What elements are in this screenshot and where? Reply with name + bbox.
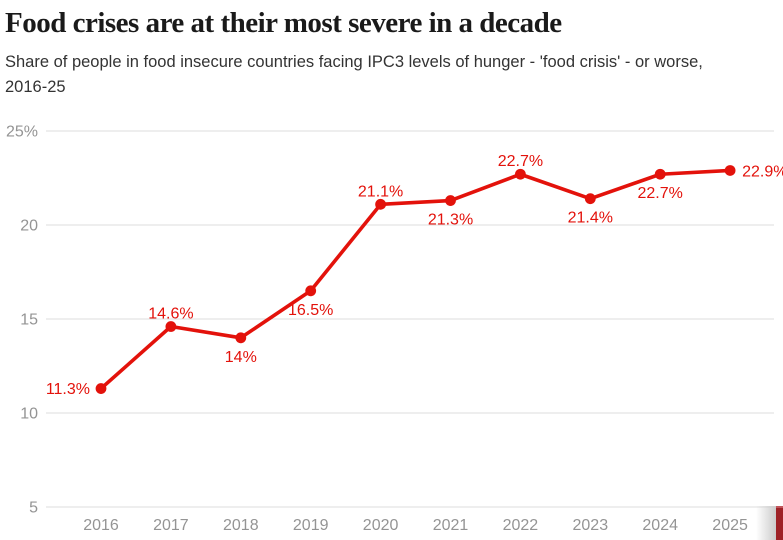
x-axis-tick-label: 2020 bbox=[363, 517, 399, 534]
x-axis-tick-label: 2019 bbox=[293, 517, 329, 534]
series-line bbox=[99, 168, 732, 391]
data-point bbox=[375, 198, 386, 210]
x-axis-tick-label: 2021 bbox=[433, 517, 469, 534]
x-axis-tick-label: 2024 bbox=[642, 517, 678, 534]
data-point-label: 21.4% bbox=[568, 210, 613, 227]
data-point bbox=[305, 285, 317, 297]
chart-title: Food crises are at their most severe in … bbox=[5, 7, 562, 39]
data-point-label: 21.3% bbox=[428, 212, 473, 229]
data-point bbox=[724, 165, 736, 176]
data-point bbox=[445, 195, 456, 206]
x-axis-tick-label: 2023 bbox=[573, 517, 609, 534]
data-point bbox=[654, 168, 666, 180]
page-edge-element-fragment bbox=[776, 506, 783, 540]
x-axis-tick-label: 2025 bbox=[712, 517, 748, 534]
y-axis-tick-label: 15 bbox=[20, 312, 38, 329]
chart-subtitle: Share of people in food insecure countri… bbox=[5, 53, 703, 96]
page-edge-shadow bbox=[756, 506, 776, 540]
data-point-label: 14% bbox=[225, 349, 257, 366]
y-axis-tick-label: 5 bbox=[29, 500, 38, 517]
data-point bbox=[235, 332, 247, 344]
x-axis-tick-label: 2016 bbox=[83, 517, 119, 534]
y-axis-tick-label: 10 bbox=[20, 406, 38, 423]
data-point-label: 14.6% bbox=[148, 306, 193, 323]
data-point-label: 11.3% bbox=[46, 381, 90, 398]
data-point-label: 21.1% bbox=[358, 183, 403, 200]
chart-header: Food crises are at their most severe in … bbox=[0, 0, 765, 100]
x-axis-tick-label: 2017 bbox=[153, 517, 189, 534]
data-point bbox=[165, 321, 177, 332]
data-point bbox=[515, 168, 526, 180]
data-point-label: 22.9% bbox=[742, 163, 783, 180]
data-point bbox=[584, 193, 596, 205]
y-axis-tick-label: 20 bbox=[20, 218, 38, 235]
y-axis-tick-label: 25% bbox=[6, 124, 38, 141]
x-axis-tick-label: 2018 bbox=[223, 517, 259, 534]
data-point-label: 22.7% bbox=[638, 185, 683, 202]
data-point-label: 16.5% bbox=[288, 302, 333, 319]
data-point bbox=[95, 383, 107, 394]
data-point-label: 22.7% bbox=[498, 153, 543, 170]
x-axis-tick-label: 2022 bbox=[503, 517, 539, 534]
